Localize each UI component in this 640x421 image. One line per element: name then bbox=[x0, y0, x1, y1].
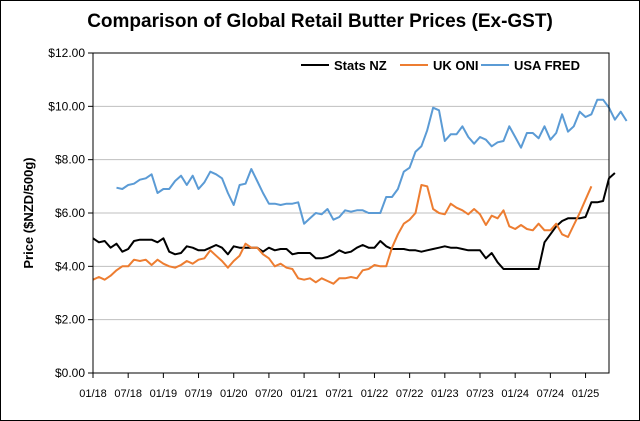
x-axis-ticks: 01/18 07/18 01/19 07/19 01/20 07/20 01/21 07/21… bbox=[79, 373, 599, 400]
plot-area bbox=[92, 52, 610, 374]
x-tick-label: 01/21 bbox=[290, 388, 318, 400]
legend-label: Stats NZ bbox=[334, 58, 387, 73]
x-tick-label: 07/19 bbox=[185, 388, 213, 400]
y-tick-label: $8.00 bbox=[55, 153, 85, 167]
y-axis-label: Price ($NZD/500g) bbox=[21, 157, 36, 268]
x-tick-label: 01/22 bbox=[361, 388, 389, 400]
series-line-uk-oni bbox=[92, 184, 593, 285]
legend-label: UK ONI bbox=[433, 58, 479, 73]
x-tick-label: 01/20 bbox=[220, 388, 248, 400]
series-line-stats-nz bbox=[92, 172, 616, 270]
x-tick-label: 07/21 bbox=[326, 388, 354, 400]
y-tick-label: $12.00 bbox=[48, 46, 85, 60]
y-tick-label: $4.00 bbox=[55, 259, 85, 273]
x-tick-label: 07/18 bbox=[114, 388, 142, 400]
y-tick-label: $6.00 bbox=[55, 206, 85, 220]
y-gridlines bbox=[93, 52, 609, 374]
series-lines bbox=[92, 98, 628, 285]
legend-label: USA FRED bbox=[514, 58, 580, 73]
x-tick-label: 01/25 bbox=[572, 388, 600, 400]
series-line-usa-fred bbox=[116, 98, 628, 225]
y-tick-label: $0.00 bbox=[55, 366, 85, 380]
x-tick-label: 07/22 bbox=[396, 388, 424, 400]
legend: Stats NZ UK ONI USA FRED bbox=[301, 58, 580, 73]
y-tick-label: $2.00 bbox=[55, 313, 85, 327]
x-tick-label: 01/24 bbox=[501, 388, 529, 400]
x-tick-label: 07/20 bbox=[255, 388, 283, 400]
x-tick-label: 01/18 bbox=[79, 388, 107, 400]
chart-title: Comparison of Global Retail Butter Price… bbox=[87, 11, 553, 32]
x-tick-label: 07/23 bbox=[466, 388, 494, 400]
x-tick-label: 01/23 bbox=[431, 388, 459, 400]
x-tick-label: 01/19 bbox=[150, 388, 178, 400]
y-axis-ticks: $0.00 $2.00 $4.00 $6.00 $8.00 $10.00 $12.00 bbox=[48, 46, 93, 380]
y-tick-label: $10.00 bbox=[48, 99, 85, 113]
x-tick-label: 07/24 bbox=[537, 388, 565, 400]
